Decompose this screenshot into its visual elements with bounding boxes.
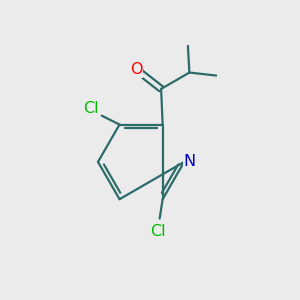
Text: O: O: [130, 62, 142, 77]
Text: N: N: [184, 154, 196, 169]
Text: Cl: Cl: [150, 224, 166, 239]
Text: Cl: Cl: [83, 101, 99, 116]
